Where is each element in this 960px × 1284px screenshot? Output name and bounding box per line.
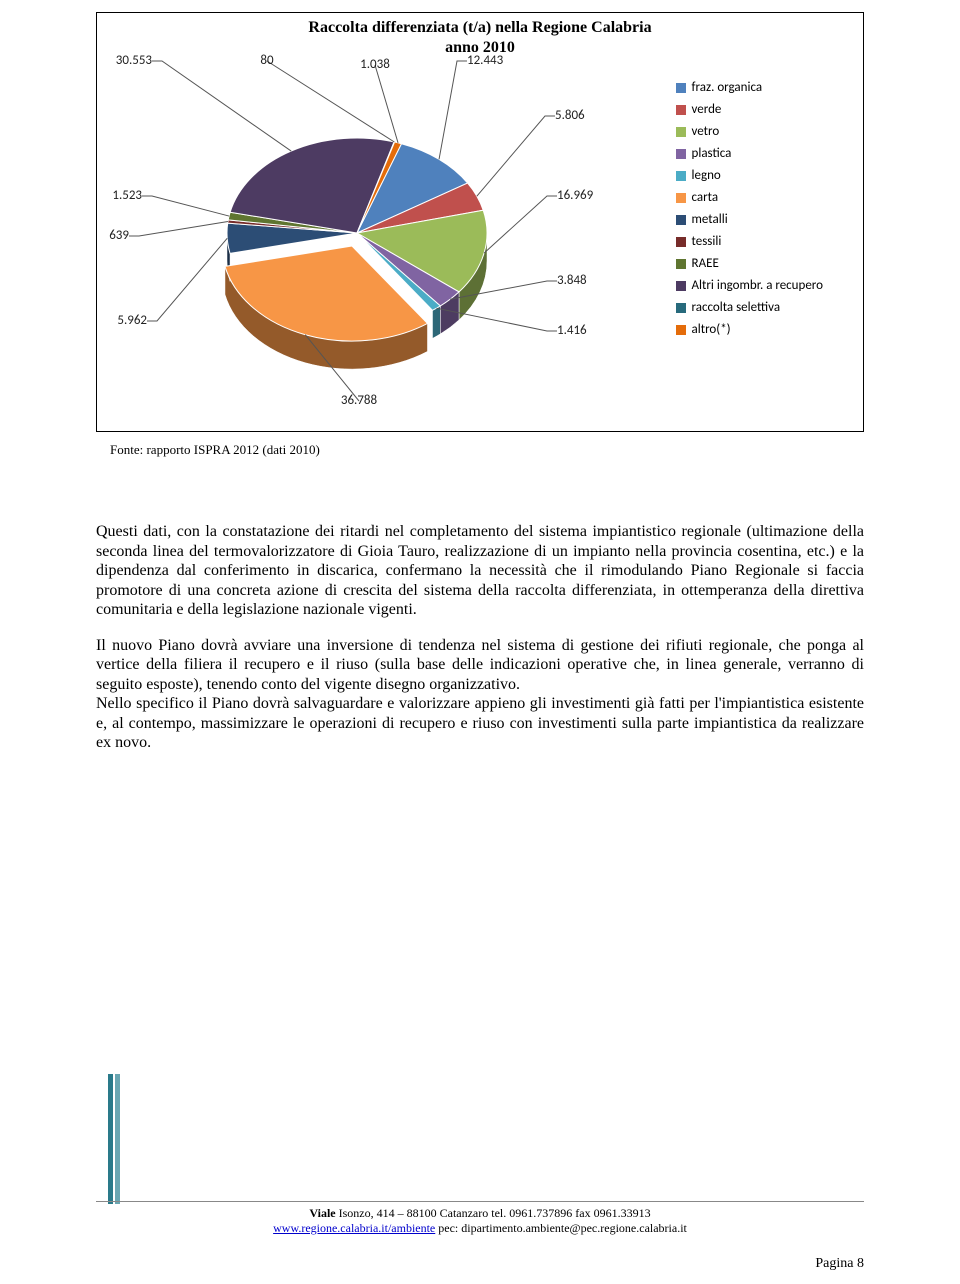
legend-label: carta [692, 190, 719, 205]
legend-swatch [676, 171, 686, 181]
legend-label: altro(*) [692, 322, 731, 337]
data-label: 1.523 [112, 188, 142, 203]
legend-label: verde [692, 102, 722, 117]
legend-item: fraz. organica [676, 80, 823, 95]
legend-label: metalli [692, 212, 728, 227]
legend-swatch [676, 105, 686, 115]
body-text: Questi dati, con la constatazione dei ri… [96, 522, 864, 753]
paragraph-3: Nello specifico il Piano dovrà salvaguar… [96, 694, 864, 753]
data-label: 1.038 [360, 57, 390, 72]
paragraph-2: Il nuovo Piano dovrà avviare una inversi… [96, 636, 864, 695]
legend-item: vetro [676, 124, 823, 139]
data-label: 30.553 [116, 53, 152, 68]
legend: fraz. organica verde vetro plastica legno car… [676, 73, 823, 344]
legend-item: raccolta selettiva [676, 300, 823, 315]
paragraph-1: Questi dati, con la constatazione dei ri… [96, 522, 864, 620]
data-label: 1.416 [557, 323, 587, 338]
data-label: 80 [260, 53, 273, 68]
pie-chart [197, 93, 517, 393]
page-footer: Viale Isonzo, 414 – 88100 Catanzaro tel.… [96, 1201, 864, 1236]
page-number: Pagina 8 [815, 1256, 864, 1272]
legend-item: RAEE [676, 256, 823, 271]
legend-swatch [676, 83, 686, 93]
legend-label: Altri ingombr. a recupero [692, 278, 823, 293]
legend-swatch [676, 259, 686, 269]
decorative-stripe [108, 1074, 124, 1204]
legend-label: vetro [692, 124, 720, 139]
data-label: 12.443 [467, 53, 503, 68]
legend-item: verde [676, 102, 823, 117]
chart-title: Raccolta differenziata (t/a) nella Regio… [97, 19, 863, 37]
legend-label: RAEE [692, 256, 719, 271]
legend-swatch [676, 193, 686, 203]
data-label: 16.969 [557, 188, 593, 203]
legend-swatch [676, 215, 686, 225]
legend-item: Altri ingombr. a recupero [676, 278, 823, 293]
chart-source: Fonte: rapporto ISPRA 2012 (dati 2010) [110, 442, 864, 458]
legend-swatch [676, 303, 686, 313]
legend-item: legno [676, 168, 823, 183]
legend-label: raccolta selettiva [692, 300, 781, 315]
legend-item: tessili [676, 234, 823, 249]
legend-label: plastica [692, 146, 732, 161]
legend-swatch [676, 325, 686, 335]
data-label: 639 [109, 228, 129, 243]
legend-label: legno [692, 168, 721, 183]
legend-swatch [676, 127, 686, 137]
legend-label: tessili [692, 234, 722, 249]
legend-item: altro(*) [676, 322, 823, 337]
footer-link[interactable]: www.regione.calabria.it/ambiente [273, 1221, 435, 1235]
footer-line2: pec: dipartimento.ambiente@pec.regione.c… [435, 1221, 687, 1235]
legend-item: plastica [676, 146, 823, 161]
data-label: 5.806 [555, 108, 585, 123]
data-label: 36.788 [341, 393, 377, 408]
footer-line1-bold: Viale [309, 1206, 338, 1220]
chart-container: Raccolta differenziata (t/a) nella Regio… [96, 12, 864, 432]
data-label: 3.848 [557, 273, 587, 288]
footer-line1: Isonzo, 414 – 88100 Catanzaro tel. 0961.… [339, 1206, 651, 1220]
legend-label: fraz. organica [692, 80, 763, 95]
legend-swatch [676, 281, 686, 291]
legend-swatch [676, 237, 686, 247]
data-label: 5.962 [117, 313, 147, 328]
legend-swatch [676, 149, 686, 159]
legend-item: metalli [676, 212, 823, 227]
legend-item: carta [676, 190, 823, 205]
